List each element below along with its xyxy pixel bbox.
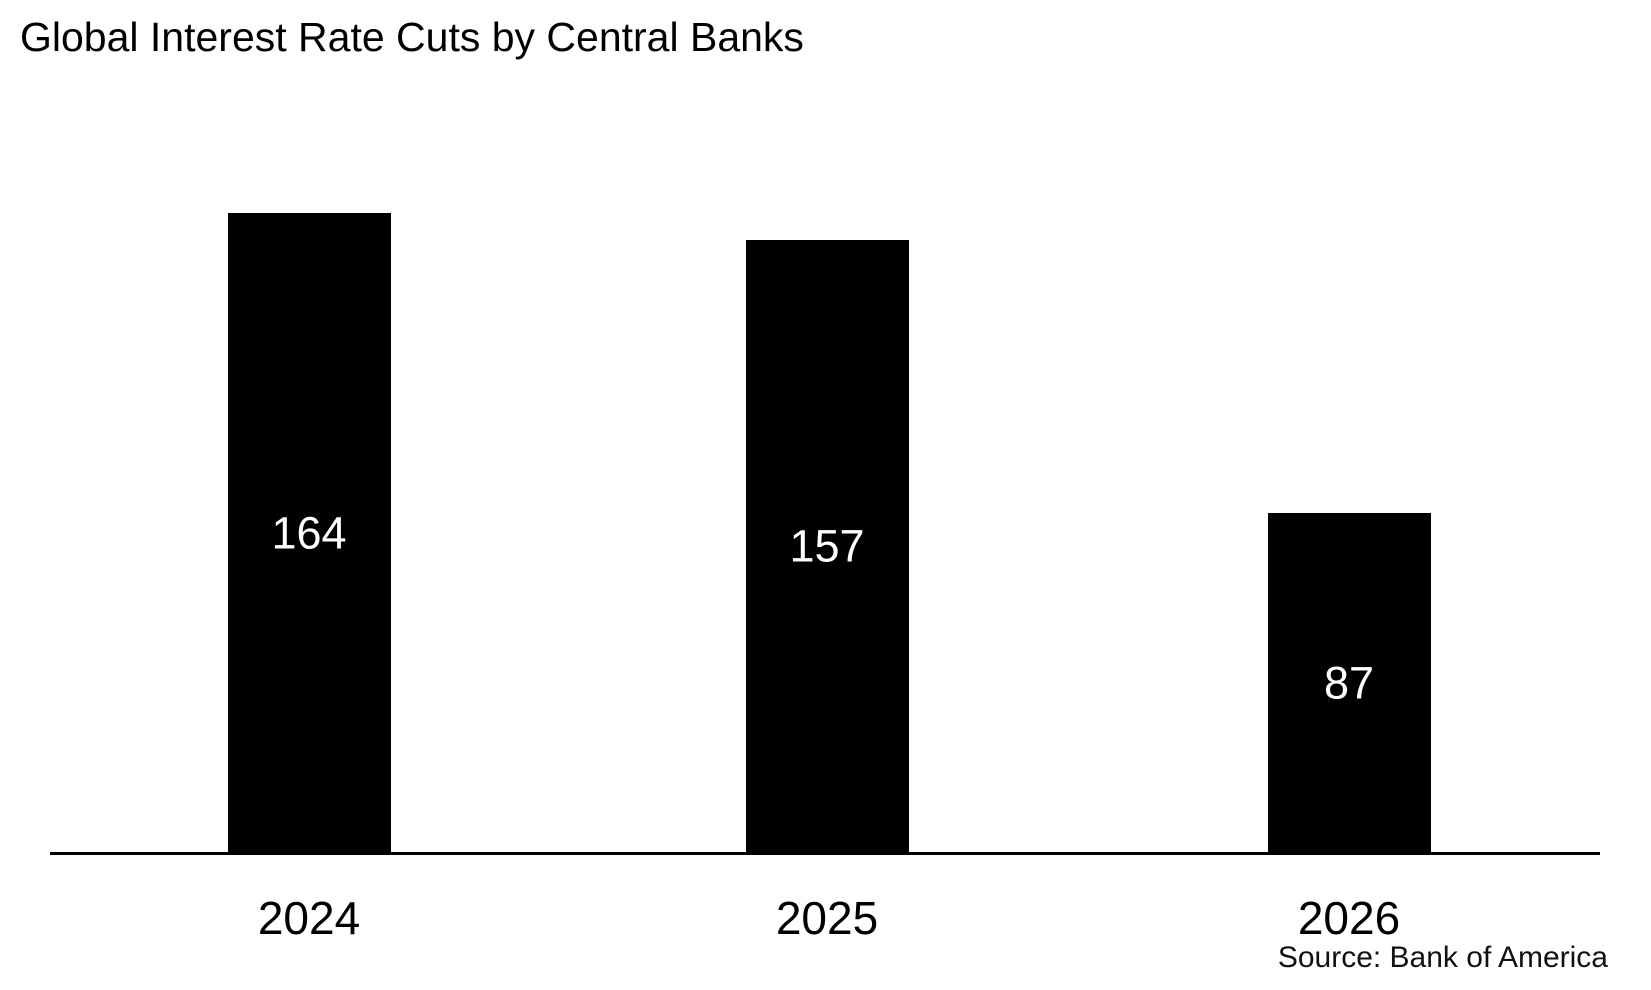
bar-value-label-2026: 87 bbox=[1323, 657, 1375, 708]
x-axis-tick-label-2026: 2026 bbox=[1297, 892, 1401, 944]
bar-2025 bbox=[745, 240, 909, 852]
source-attribution: Source: Bank of America bbox=[1277, 941, 1608, 974]
bar-value-label-2024: 164 bbox=[271, 507, 347, 558]
x-axis-tick-label-2024: 2024 bbox=[257, 892, 361, 944]
x-axis-tick-label-2025: 2025 bbox=[775, 892, 879, 944]
x-axis-line bbox=[50, 852, 1600, 855]
bar-2026 bbox=[1267, 513, 1431, 852]
bar-value-label-2025: 157 bbox=[789, 520, 865, 572]
bar-2024 bbox=[227, 213, 391, 852]
chart-title: Global Interest Rate Cuts by Central Ban… bbox=[20, 14, 804, 60]
